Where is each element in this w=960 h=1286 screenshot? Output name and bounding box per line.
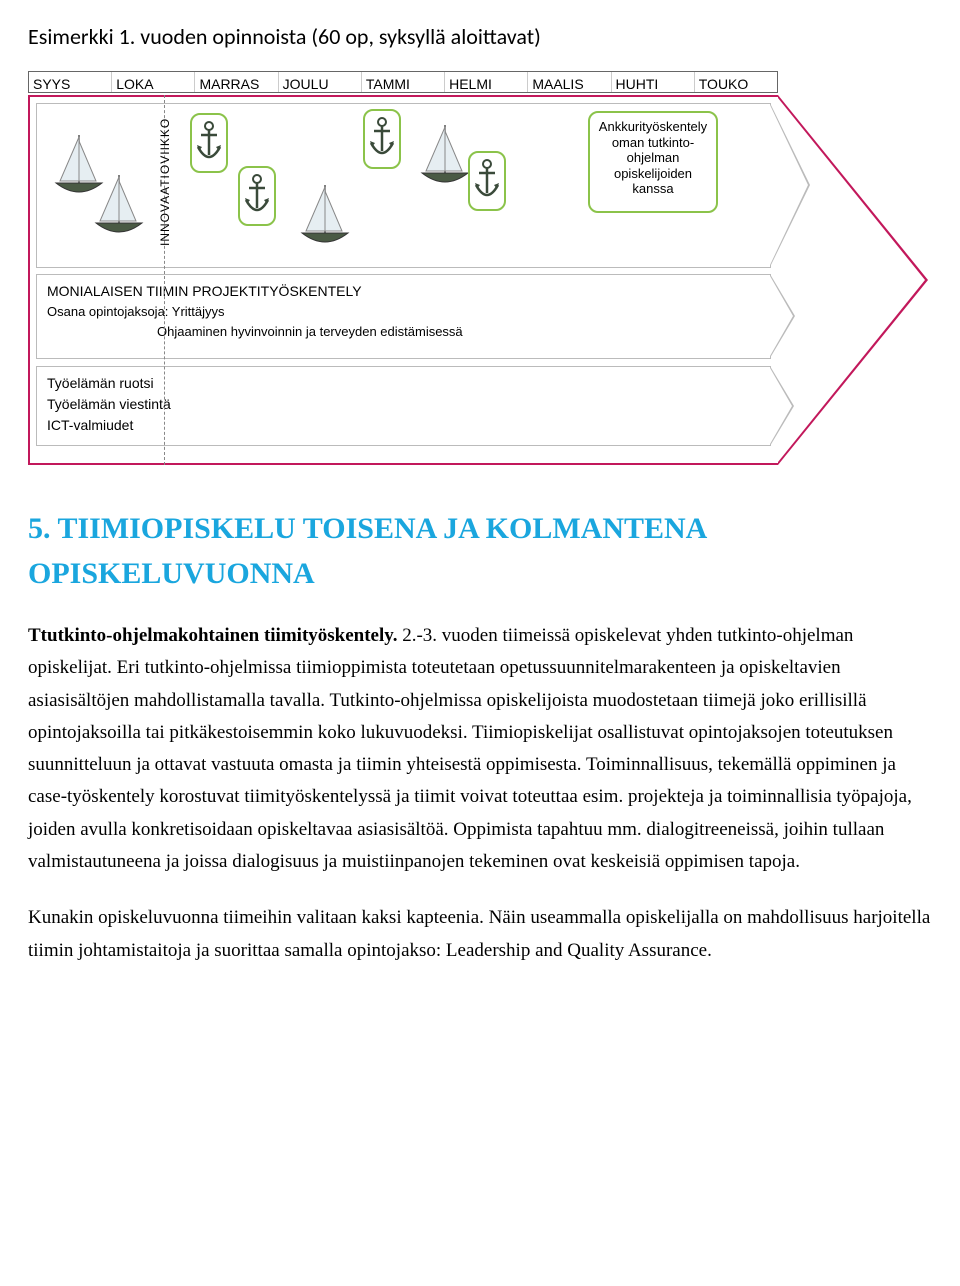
row2-sub1: Osana opintojaksoja: Yrittäjyys	[47, 302, 760, 322]
diagram-caption: Esimerkki 1. vuoden opinnoista (60 op, s…	[28, 20, 932, 53]
row2-arrowhead	[770, 274, 795, 358]
month-cell: SYYS	[29, 72, 112, 92]
row2-title: MONIALAISEN TIIMIN PROJEKTITYÖSKENTELY	[47, 281, 760, 302]
month-cell: HELMI	[445, 72, 528, 92]
month-cell: TOUKO	[695, 72, 777, 92]
month-cell: JOULU	[279, 72, 362, 92]
row3-line2: Työelämän viestintä	[47, 394, 760, 415]
ankkuri-line: ohjelman	[594, 150, 712, 166]
paragraph-2: Kunakin opiskeluvuonna tiimeihin valitaa…	[28, 902, 932, 967]
row3-line3: ICT-valmiudet	[47, 415, 760, 436]
anchor-icon	[367, 117, 397, 161]
row3-kielet-ict: Työelämän ruotsi Työelämän viestintä ICT…	[36, 366, 771, 446]
month-cell: HUHTI	[612, 72, 695, 92]
anchor-icon	[242, 174, 272, 218]
ankkuri-line: oman tutkinto-	[594, 135, 712, 151]
month-cell: MAALIS	[528, 72, 611, 92]
month-cell: LOKA	[112, 72, 195, 92]
month-cell: MARRAS	[195, 72, 278, 92]
row1-arrowhead	[770, 103, 810, 267]
p1-bold: Ttutkinto-ohjelmakohtainen tiimityöskent…	[28, 625, 397, 646]
year1-timeline-diagram: SYYS LOKA MARRAS JOULU TAMMI HELMI MAALI…	[28, 71, 933, 466]
anchor-box	[468, 151, 506, 211]
sailboat-icon	[416, 121, 474, 191]
anchor-icon	[194, 121, 224, 165]
row3-line1: Työelämän ruotsi	[47, 373, 760, 394]
ankkurityoskentely-info-box: Ankkurityöskentely oman tutkinto- ohjelm…	[588, 111, 718, 213]
anchor-box	[190, 113, 228, 173]
anchor-icon	[472, 159, 502, 203]
section-5-title: 5. TIIMIOPISKELU TOISENA JA KOLMANTENA O…	[28, 506, 932, 596]
anchor-box	[238, 166, 276, 226]
p1-rest: 2.-3. vuoden tiimeissä opiskelevat yhden…	[28, 625, 912, 872]
sailboat-icon	[90, 171, 148, 241]
ankkuri-line: Ankkurityöskentely	[594, 119, 712, 135]
ankkuri-line: opiskelijoiden	[594, 166, 712, 182]
innovaatioviikko-label: INNOVAATIOVIIKKO	[156, 116, 174, 246]
month-header-row: SYYS LOKA MARRAS JOULU TAMMI HELMI MAALI…	[28, 71, 778, 93]
row2-sub2: Ohjaaminen hyvinvoinnin ja terveyden edi…	[47, 322, 760, 342]
anchor-box	[363, 109, 401, 169]
row2-projektityoskentely: MONIALAISEN TIIMIN PROJEKTITYÖSKENTELY O…	[36, 274, 771, 359]
ankkuri-line: kanssa	[594, 181, 712, 197]
paragraph-1: Ttutkinto-ohjelmakohtainen tiimityöskent…	[28, 620, 932, 878]
sailboat-icon	[296, 181, 354, 251]
row3-arrowhead	[770, 366, 794, 446]
month-cell: TAMMI	[362, 72, 445, 92]
